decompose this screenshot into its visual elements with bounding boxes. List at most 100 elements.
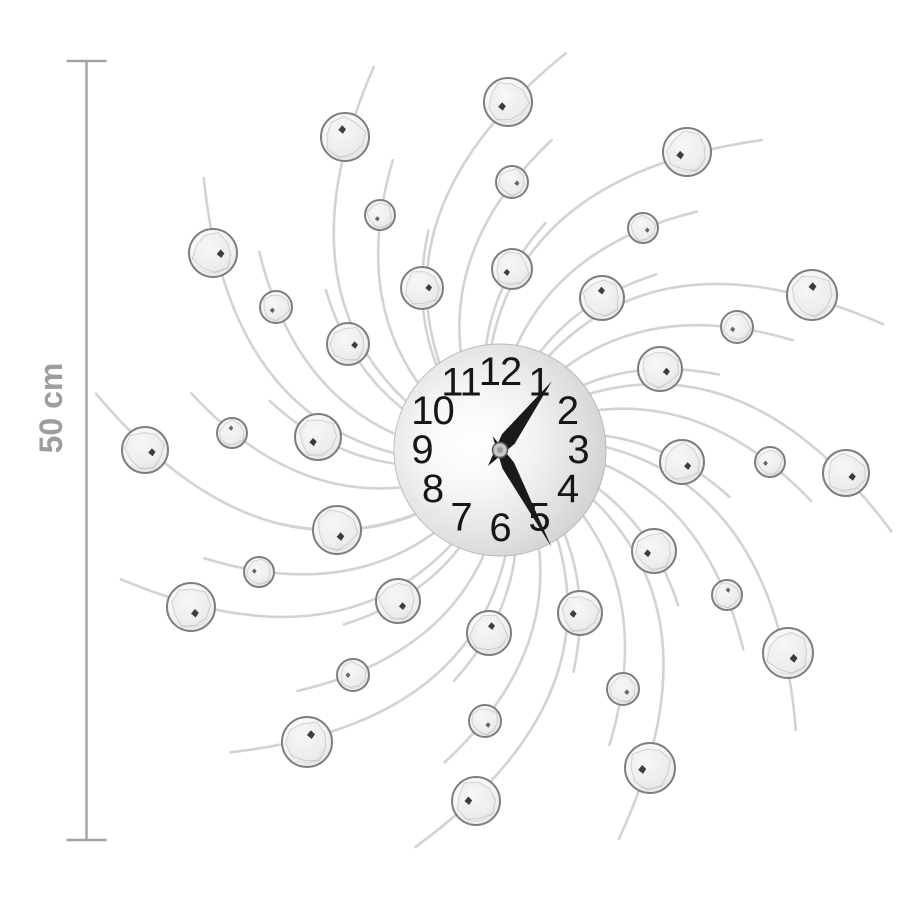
gem-shading (725, 331, 751, 341)
gem-shading (289, 749, 328, 764)
crystal-gem (281, 716, 333, 768)
crystal-gem (637, 346, 683, 392)
gem-body (451, 776, 501, 826)
crystal-gem (627, 212, 659, 244)
gem-body (491, 248, 533, 290)
crystal-gem (320, 112, 370, 162)
minute-hand (492, 435, 552, 548)
gem-facets (766, 631, 808, 674)
gem-facets (498, 168, 525, 197)
gem-shading (320, 537, 357, 551)
center-hub-pin (497, 447, 503, 453)
gem-facets (828, 452, 866, 492)
gem-shading (473, 725, 499, 735)
clock-numeral: 5 (528, 496, 549, 540)
gem-facets (317, 509, 359, 552)
gem-shading (301, 443, 337, 457)
crystal-gem (468, 704, 502, 738)
wire-ray (202, 521, 449, 576)
gem-shading (632, 232, 656, 241)
clock-numeral: 8 (422, 467, 443, 511)
crystal-gem (400, 266, 444, 310)
crystal-gem (483, 77, 533, 127)
gem-glint (503, 268, 510, 276)
gem-glint (684, 462, 692, 470)
gem-shading (341, 679, 367, 689)
wire-ray (376, 159, 430, 398)
wire-ray (551, 323, 795, 379)
gem-facets (468, 614, 509, 651)
gem-facets (714, 582, 741, 609)
gem-body (320, 112, 370, 162)
wire-ray (588, 457, 745, 651)
dimension-label: 50 cm (33, 363, 69, 454)
wire-ray (571, 501, 627, 747)
gem-glint (191, 609, 199, 618)
crystal-gem (762, 627, 814, 679)
gem-facets (642, 351, 680, 389)
gem-glint (676, 150, 684, 160)
crystal-gem (259, 290, 293, 324)
gem-facets (404, 271, 440, 305)
clock-numeral: 3 (567, 428, 588, 472)
crystal-gem (364, 199, 396, 231)
gem-glint (624, 689, 630, 696)
gem-body (188, 228, 238, 278)
gem-body (711, 579, 743, 611)
crystal-gem (166, 582, 216, 632)
gem-body (243, 556, 275, 588)
gem-body (468, 704, 502, 738)
wire-ray (296, 538, 492, 693)
gem-facets (496, 251, 530, 285)
wire-ray (190, 392, 419, 490)
gem-body (364, 199, 396, 231)
crystal-gem (631, 528, 677, 574)
gem-shading (564, 619, 599, 633)
crystal-gem (720, 310, 754, 344)
clock-numeral: 7 (450, 496, 471, 540)
clock-numeral: 10 (411, 389, 454, 433)
gem-body (557, 590, 603, 636)
gem-glint (351, 341, 358, 349)
gem-facets (561, 596, 601, 632)
crystal-gem (579, 275, 625, 321)
gem-body (754, 446, 786, 478)
gem-shading (632, 775, 671, 790)
gem-glint (498, 102, 506, 111)
gem-glint (789, 653, 798, 663)
crystal-gem (754, 446, 786, 478)
crystal-gem (451, 776, 501, 826)
gem-shading (759, 466, 783, 475)
gem-glint (487, 622, 496, 630)
gem-facets (245, 558, 271, 585)
gem-body (495, 165, 529, 199)
gem-body (375, 578, 421, 624)
crystal-gem (466, 610, 512, 656)
crystal-gem (662, 127, 712, 177)
gem-shading (459, 808, 496, 822)
wire-ray (458, 138, 553, 370)
gem-facets (665, 130, 706, 172)
gem-body (400, 266, 444, 310)
gem-body (312, 505, 362, 555)
gem-shading (644, 375, 679, 389)
gem-glint (644, 227, 650, 233)
gem-facets (608, 674, 636, 703)
gem-shading (638, 557, 673, 571)
gem-body (579, 275, 625, 321)
crystal-gems-group (121, 77, 870, 826)
crystal-gem (495, 165, 529, 199)
gem-glint (216, 249, 225, 258)
gem-facets (488, 82, 530, 121)
gem-facets (634, 532, 672, 572)
gem-glint (425, 283, 433, 292)
crystal-gem (375, 578, 421, 624)
gem-glint (725, 587, 731, 593)
gem-shading (666, 468, 701, 482)
gem-body (606, 672, 640, 706)
gem-facets (171, 588, 212, 628)
gem-facets (664, 441, 701, 480)
gem-glint (251, 568, 257, 574)
